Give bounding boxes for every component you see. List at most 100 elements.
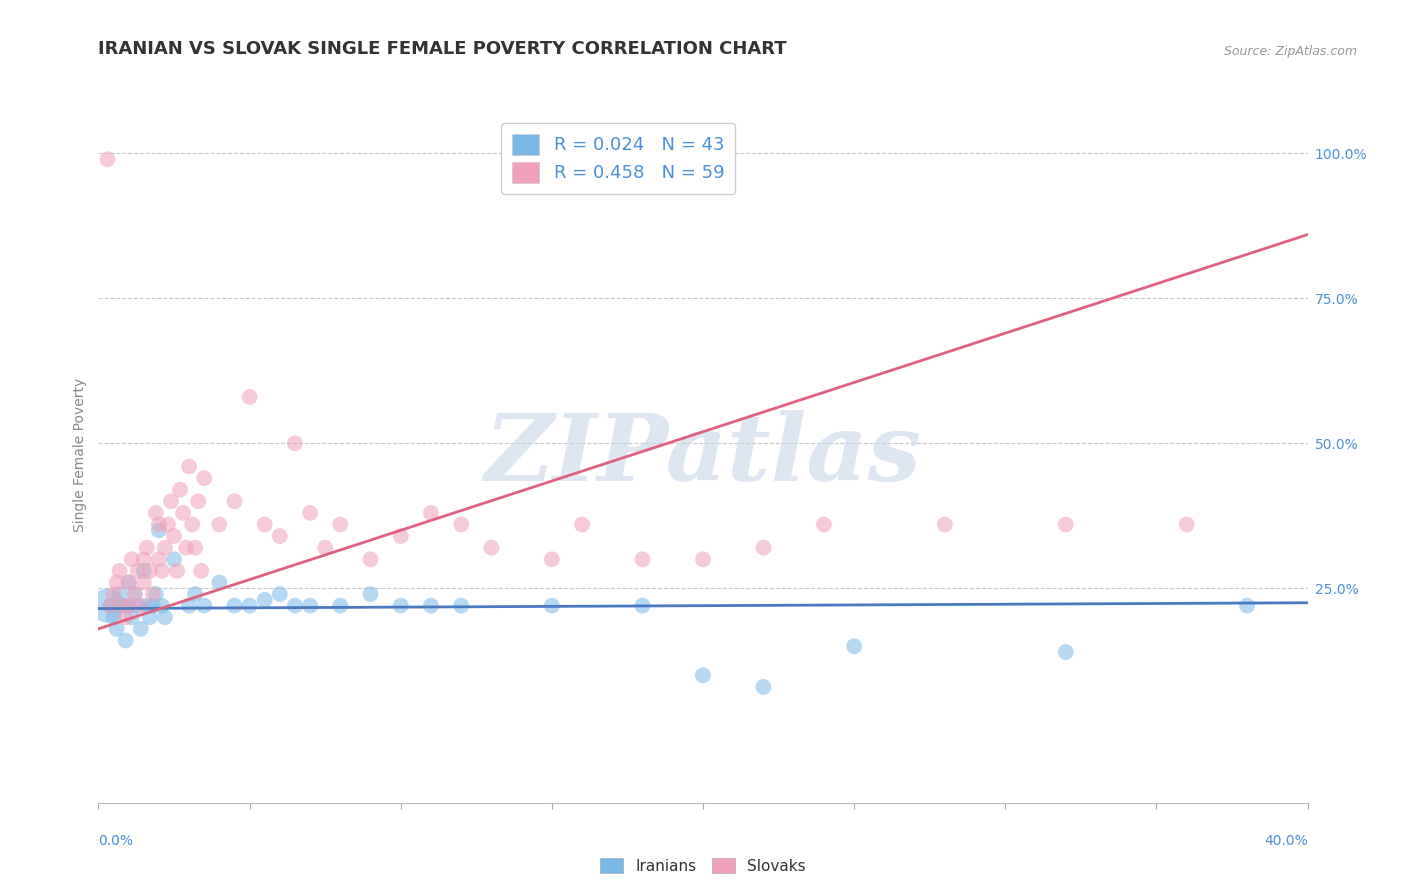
Point bbox=[450, 599, 472, 613]
Point bbox=[208, 517, 231, 532]
Point bbox=[145, 506, 167, 520]
Point bbox=[96, 152, 118, 166]
Point bbox=[111, 599, 134, 613]
Point bbox=[193, 599, 215, 613]
Point bbox=[360, 587, 382, 601]
Point bbox=[129, 622, 152, 636]
Text: ZIPatlas: ZIPatlas bbox=[485, 410, 921, 500]
Point bbox=[184, 587, 207, 601]
Point bbox=[118, 599, 141, 613]
Point bbox=[571, 517, 593, 532]
Point bbox=[163, 552, 186, 566]
Point bbox=[111, 599, 134, 613]
Point bbox=[284, 599, 307, 613]
Point bbox=[100, 599, 122, 613]
Point bbox=[224, 599, 246, 613]
Point bbox=[179, 459, 201, 474]
Y-axis label: Single Female Poverty: Single Female Poverty bbox=[73, 378, 87, 532]
Point bbox=[844, 639, 866, 653]
Point bbox=[208, 575, 231, 590]
Point bbox=[934, 517, 956, 532]
Point bbox=[124, 587, 146, 601]
Point bbox=[540, 552, 562, 566]
Point bbox=[239, 390, 262, 404]
Point bbox=[752, 680, 775, 694]
Point bbox=[253, 517, 276, 532]
Point bbox=[150, 564, 173, 578]
Point bbox=[124, 587, 146, 601]
Point bbox=[132, 564, 155, 578]
Text: 0.0%: 0.0% bbox=[98, 834, 134, 848]
Point bbox=[105, 622, 128, 636]
Point bbox=[166, 564, 188, 578]
Point bbox=[108, 587, 131, 601]
Point bbox=[253, 592, 276, 607]
Point bbox=[299, 506, 322, 520]
Point bbox=[148, 523, 170, 537]
Point bbox=[139, 564, 162, 578]
Text: Source: ZipAtlas.com: Source: ZipAtlas.com bbox=[1223, 45, 1357, 58]
Point bbox=[299, 599, 322, 613]
Point bbox=[314, 541, 336, 555]
Point bbox=[1175, 517, 1198, 532]
Point bbox=[631, 552, 654, 566]
Point bbox=[284, 436, 307, 450]
Point bbox=[360, 552, 382, 566]
Point bbox=[114, 633, 136, 648]
Point bbox=[156, 517, 179, 532]
Point bbox=[118, 575, 141, 590]
Point bbox=[187, 494, 209, 508]
Point bbox=[121, 610, 143, 624]
Point bbox=[100, 599, 122, 613]
Point bbox=[160, 494, 183, 508]
Point bbox=[132, 552, 155, 566]
Point bbox=[224, 494, 246, 508]
Point bbox=[692, 668, 714, 682]
Point bbox=[813, 517, 835, 532]
Point bbox=[174, 541, 197, 555]
Point bbox=[179, 599, 201, 613]
Point bbox=[329, 517, 352, 532]
Point bbox=[118, 599, 141, 613]
Point bbox=[239, 599, 262, 613]
Point bbox=[153, 541, 176, 555]
Point bbox=[118, 575, 141, 590]
Point bbox=[420, 506, 443, 520]
Text: 40.0%: 40.0% bbox=[1264, 834, 1308, 848]
Point bbox=[148, 517, 170, 532]
Point bbox=[184, 541, 207, 555]
Point bbox=[181, 517, 204, 532]
Point bbox=[540, 599, 562, 613]
Point bbox=[103, 587, 125, 601]
Legend: Iranians, Slovaks: Iranians, Slovaks bbox=[595, 852, 811, 880]
Point bbox=[631, 599, 654, 613]
Point bbox=[135, 599, 157, 613]
Point bbox=[420, 599, 443, 613]
Point bbox=[127, 599, 149, 613]
Point bbox=[129, 599, 152, 613]
Point bbox=[105, 575, 128, 590]
Point bbox=[1054, 517, 1077, 532]
Point bbox=[103, 610, 125, 624]
Point bbox=[96, 599, 118, 613]
Point bbox=[127, 564, 149, 578]
Point bbox=[389, 529, 412, 543]
Point bbox=[190, 564, 212, 578]
Point bbox=[108, 564, 131, 578]
Point bbox=[142, 599, 165, 613]
Legend: R = 0.024   N = 43, R = 0.458   N = 59: R = 0.024 N = 43, R = 0.458 N = 59 bbox=[502, 123, 735, 194]
Point bbox=[153, 610, 176, 624]
Point bbox=[752, 541, 775, 555]
Point bbox=[169, 483, 191, 497]
Point bbox=[145, 587, 167, 601]
Point bbox=[481, 541, 503, 555]
Point bbox=[135, 541, 157, 555]
Text: IRANIAN VS SLOVAK SINGLE FEMALE POVERTY CORRELATION CHART: IRANIAN VS SLOVAK SINGLE FEMALE POVERTY … bbox=[98, 40, 787, 58]
Point bbox=[1054, 645, 1077, 659]
Point bbox=[193, 471, 215, 485]
Point bbox=[148, 552, 170, 566]
Point bbox=[142, 587, 165, 601]
Point bbox=[150, 599, 173, 613]
Point bbox=[269, 587, 291, 601]
Point bbox=[114, 610, 136, 624]
